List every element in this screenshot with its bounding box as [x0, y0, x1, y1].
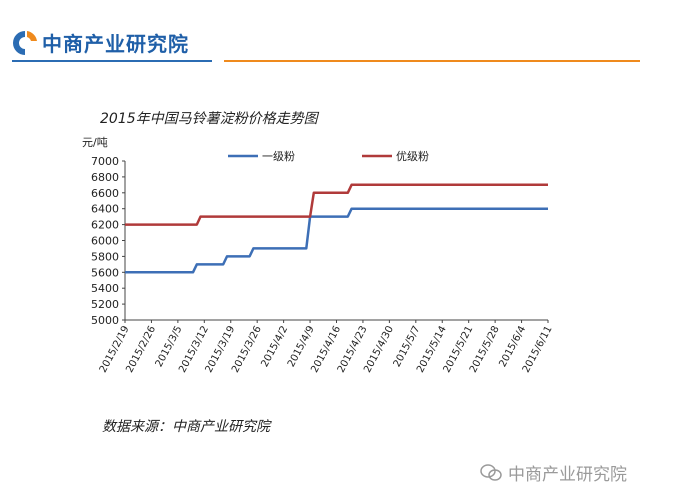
y-tick-label: 5400 [91, 282, 119, 295]
y-tick-label: 5800 [91, 250, 119, 263]
legend-label-2: 优级粉 [396, 150, 429, 163]
series-line-2 [125, 183, 548, 226]
brand-logo-icon [13, 30, 37, 55]
y-tick-label: 7000 [91, 155, 119, 168]
wechat-icon [480, 463, 502, 481]
brand-header: 中商产业研究院 [12, 28, 189, 57]
source-note: 数据来源：中商产业研究院 [102, 419, 270, 435]
brand-name: 中商产业研究院 [42, 32, 189, 56]
y-tick-label: 6400 [91, 203, 119, 216]
y-tick-label: 6200 [91, 219, 119, 232]
series-line-1 [125, 207, 548, 274]
header-rule-blue [12, 60, 212, 62]
y-tick-label: 6800 [91, 171, 119, 184]
y-tick-label: 5000 [91, 314, 119, 327]
y-axis-unit: 元/吨 [82, 136, 108, 149]
y-tick-label: 5200 [91, 298, 119, 311]
y-tick-label: 6600 [91, 187, 119, 200]
watermark: 中商产业研究院 [480, 460, 627, 485]
header-rule-orange [224, 60, 640, 62]
legend-label-1: 一级粉 [262, 150, 295, 163]
chart-title: 2015年中国马铃薯淀粉价格走势图 [100, 111, 318, 127]
y-tick-label: 6000 [91, 235, 119, 248]
watermark-text: 中商产业研究院 [508, 465, 627, 485]
y-tick-label: 5600 [91, 266, 119, 279]
